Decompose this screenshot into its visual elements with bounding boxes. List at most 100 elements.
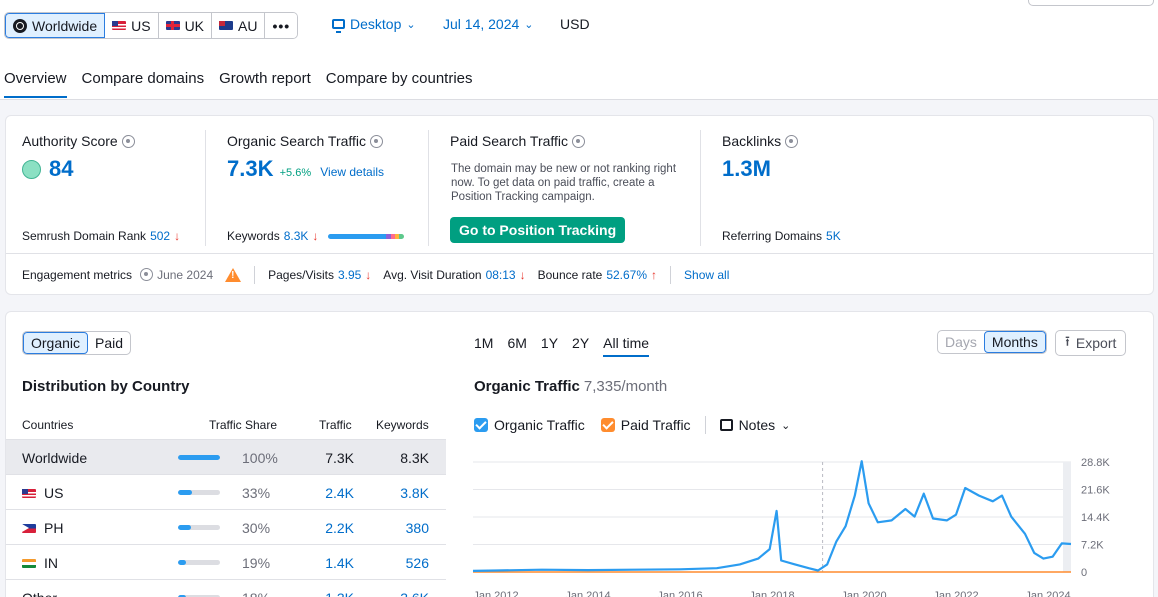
domain-rank-value[interactable]: 502	[150, 229, 171, 243]
currency-label[interactable]: USD	[560, 16, 590, 32]
checkbox-icon[interactable]	[474, 418, 488, 432]
ph-flag-icon	[22, 523, 36, 533]
go-to-position-tracking-button[interactable]: Go to Position Tracking	[450, 217, 626, 243]
visit-duration-value: 08:13	[485, 267, 516, 282]
us-flag-icon	[22, 488, 36, 498]
table-row[interactable]: Other 18% 1.3K 3.6K	[6, 579, 446, 597]
traffic-cell[interactable]: 1.3K	[325, 590, 354, 597]
tab-growth-report[interactable]: Growth report	[219, 70, 311, 87]
top-right-button[interactable]	[1028, 0, 1154, 6]
bounce-rate-label: Bounce rate	[537, 267, 603, 282]
visit-duration: Avg. Visit Duration 08:13 ↓	[383, 268, 525, 282]
keywords-cell[interactable]: 3.8K	[400, 485, 429, 501]
x-tick-label: Jan 2022	[933, 590, 978, 597]
bounce-rate: Bounce rate 52.67% ↑	[538, 268, 657, 282]
checkbox-icon[interactable]	[600, 418, 615, 432]
export-button[interactable]: ⭱ Export	[1055, 330, 1127, 356]
more-countries-button[interactable]: •••	[265, 13, 298, 38]
keywords-cell[interactable]: 526	[405, 555, 429, 571]
traffic-share-cell: 100%	[242, 450, 278, 466]
referring-domains-label: Referring Domains	[722, 229, 823, 243]
engagement-label: Engagement metrics June 2024	[22, 267, 242, 282]
au-flag-icon	[219, 21, 234, 30]
info-icon[interactable]	[370, 134, 384, 148]
organic-toggle-button[interactable]: Organic	[23, 332, 89, 354]
country-cell: US	[22, 485, 63, 501]
notes-dropdown[interactable]: Notes	[738, 417, 776, 433]
range-1m[interactable]: 1M	[474, 335, 494, 351]
info-icon[interactable]	[140, 268, 154, 281]
organic-traffic-number[interactable]: 7.3K	[227, 156, 274, 181]
traffic-cell[interactable]: 1.4K	[325, 555, 354, 571]
country-label: Worldwide	[32, 17, 98, 34]
authority-score-label: Authority Score	[22, 133, 135, 149]
show-all-link[interactable]: Show all	[684, 267, 730, 282]
range-1y[interactable]: 1Y	[540, 335, 559, 351]
x-tick-label: Jan 2016	[657, 590, 702, 597]
country-au-button[interactable]: AU	[212, 13, 266, 38]
keywords: Keywords 8.3K ↓	[227, 229, 405, 243]
organic-traffic-chart[interactable]: 28.8K 21.6K 14.4K 7.2K 0 Jan 2012 Jan 2014 Jan …	[461, 447, 1151, 597]
organic-traffic-value: 7.3K +5.6% View details	[227, 156, 384, 182]
tab-overview[interactable]: Overview	[4, 70, 67, 98]
legend-paid-traffic[interactable]: Paid Traffic	[620, 417, 691, 433]
country-name: US	[44, 485, 64, 501]
info-icon[interactable]	[572, 134, 586, 148]
traffic-cell[interactable]: 2.4K	[325, 485, 354, 501]
days-button[interactable]: Days	[945, 334, 977, 350]
chevron-down-icon: ⌄	[781, 419, 791, 432]
arrow-down-icon: ↓	[312, 229, 319, 243]
y-tick-label: 14.4K	[1081, 512, 1110, 524]
table-row[interactable]: Worldwide 100% 7.3K 8.3K	[6, 439, 446, 474]
traffic-share-bar	[178, 490, 220, 495]
backlinks-value[interactable]: 1.3M	[722, 156, 771, 181]
referring-domains: Referring Domains 5K	[722, 229, 841, 243]
referring-domains-value[interactable]: 5K	[826, 229, 841, 243]
arrow-down-icon: ↓	[519, 267, 526, 282]
engagement-period: June 2024	[157, 267, 214, 282]
info-icon[interactable]	[785, 134, 799, 148]
table-row[interactable]: IN 19% 1.4K 526	[6, 544, 446, 579]
series-line-organic-traffic	[472, 460, 1072, 572]
tab-compare-domains[interactable]: Compare domains	[81, 70, 205, 87]
months-button[interactable]: Months	[983, 331, 1046, 353]
country-cell: PH	[22, 520, 63, 536]
range-all-time[interactable]: All time	[603, 335, 650, 357]
legend-organic-traffic[interactable]: Organic Traffic	[494, 417, 585, 433]
export-icon: ⭱	[1065, 333, 1070, 349]
y-tick-label: 0	[1081, 567, 1087, 579]
table-row[interactable]: PH 30% 2.2K 380	[6, 509, 446, 544]
organic-traffic-label-text: Organic Search Traffic	[227, 133, 367, 149]
column-header-traffic: Traffic	[319, 418, 352, 432]
keywords-cell[interactable]: 3.6K	[400, 590, 429, 597]
y-tick-label: 21.6K	[1081, 485, 1110, 497]
tab-compare-by-countries[interactable]: Compare by countries	[325, 70, 473, 87]
table-row[interactable]: US 33% 2.4K 3.8K	[6, 474, 446, 509]
device-dropdown[interactable]: Desktop ⌄	[332, 16, 416, 33]
date-label: Jul 14, 2024	[443, 16, 520, 32]
keywords-label: Keywords	[227, 229, 280, 243]
country-worldwide-button[interactable]: Worldwide	[5, 13, 106, 38]
authority-score-label-text: Authority Score	[22, 133, 118, 149]
country-label: US	[131, 17, 151, 34]
organic-traffic-title: Organic Traffic 7,335/month	[474, 378, 667, 395]
monitor-icon	[332, 19, 345, 33]
device-label: Desktop	[350, 16, 402, 32]
country-us-button[interactable]: US	[105, 13, 159, 38]
keywords-value[interactable]: 8.3K	[283, 229, 309, 243]
info-icon[interactable]	[121, 134, 135, 148]
uk-flag-icon	[165, 21, 180, 30]
traffic-cell[interactable]: 2.2K	[325, 520, 354, 536]
export-label: Export	[1075, 335, 1117, 351]
keywords-cell[interactable]: 380	[405, 520, 429, 536]
warning-icon[interactable]	[225, 267, 242, 282]
paid-toggle-button[interactable]: Paid	[95, 335, 124, 351]
range-6m[interactable]: 6M	[507, 335, 527, 351]
country-label: UK	[184, 17, 205, 34]
view-details-link[interactable]: View details	[320, 165, 385, 179]
date-dropdown[interactable]: Jul 14, 2024 ⌄	[443, 16, 534, 32]
country-uk-button[interactable]: UK	[158, 13, 213, 38]
organic-change: +5.6%	[279, 167, 312, 179]
distribution-title: Distribution by Country	[22, 378, 190, 395]
range-2y[interactable]: 2Y	[572, 335, 590, 351]
